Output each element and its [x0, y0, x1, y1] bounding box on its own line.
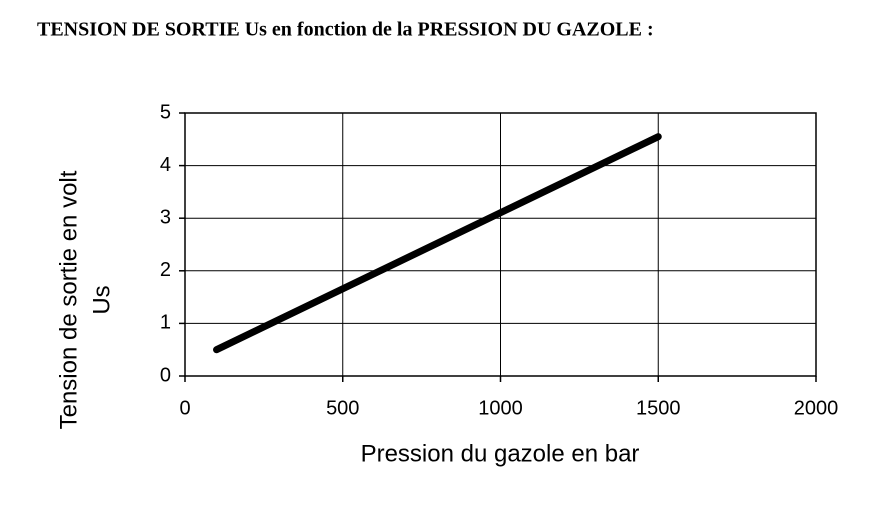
y-tick-label: 1 — [160, 312, 171, 334]
y-tick-label: 0 — [160, 364, 171, 386]
plot-frame — [184, 112, 817, 377]
x-tick-label: 2000 — [794, 397, 839, 419]
x-tick-label: 0 — [179, 397, 190, 419]
y-axis-label: Us — [88, 285, 115, 314]
y-tick-label: 2 — [160, 259, 171, 281]
x-axis-label: Pression du gazole en bar — [361, 440, 640, 467]
chart-title: TENSION DE SORTIE Us en fonction de la P… — [37, 19, 654, 41]
x-tick-label: 1500 — [636, 397, 681, 419]
y-tick-label: 5 — [160, 101, 171, 123]
data-line — [213, 133, 662, 354]
y-tick-label: 3 — [160, 206, 171, 228]
y-tick-label: 4 — [160, 154, 171, 176]
x-tick-label: 500 — [326, 397, 359, 419]
y-axis-label: Tension de sortie en volt — [55, 170, 82, 429]
x-tick-label: 1000 — [478, 397, 523, 419]
